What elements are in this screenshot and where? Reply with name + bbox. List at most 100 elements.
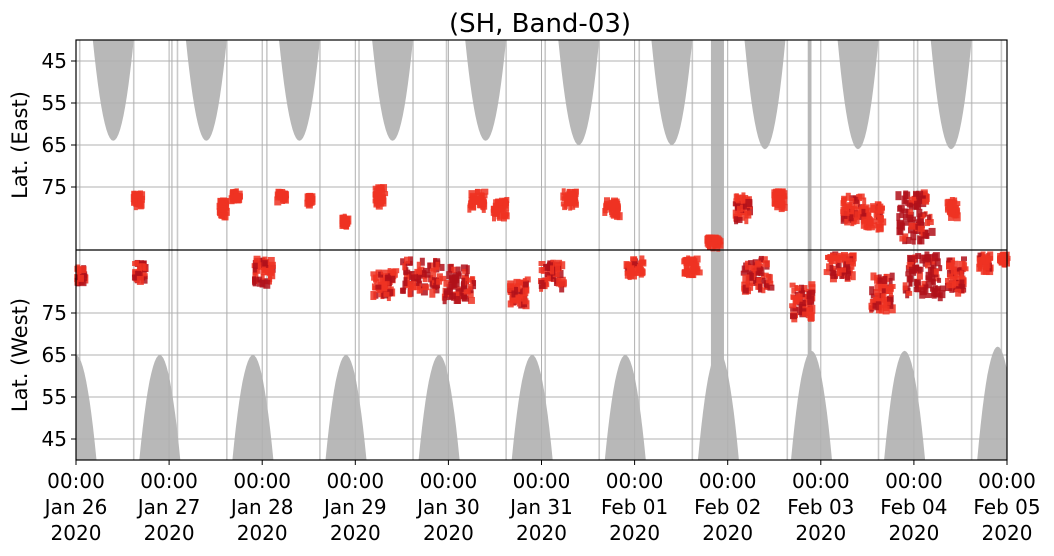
- ytick-east-0: 45: [42, 49, 67, 73]
- event-cell: [799, 299, 807, 308]
- xtick-label-10-date: Feb 05: [973, 495, 1040, 519]
- event-cell: [453, 291, 460, 301]
- event-cell: [889, 284, 894, 293]
- event-cell: [478, 197, 486, 207]
- event-cell: [400, 258, 406, 266]
- event-cell: [217, 210, 224, 217]
- event-cell: [908, 209, 914, 218]
- event-cell: [718, 241, 724, 249]
- event-cell: [572, 200, 579, 207]
- event-cell: [555, 259, 563, 266]
- event-cell: [433, 282, 438, 290]
- event-cell: [854, 211, 859, 221]
- event-cell: [709, 241, 716, 247]
- event-cell: [637, 260, 645, 266]
- ytick-east-2: 65: [42, 133, 67, 157]
- event-cell: [917, 235, 923, 245]
- event-cell: [79, 266, 87, 274]
- event-cell: [958, 260, 966, 270]
- event-blob-3: [216, 197, 230, 221]
- event-cell: [492, 202, 499, 209]
- xtick-label-5-year: 2020: [516, 521, 567, 545]
- event-cell: [254, 269, 259, 278]
- event-cell: [767, 284, 775, 291]
- event-cell: [339, 214, 344, 224]
- event-cell: [901, 208, 909, 214]
- xtick-label-7-time: 00:00: [699, 469, 757, 493]
- event-cell: [872, 219, 878, 225]
- event-cell: [602, 207, 608, 216]
- event-cell: [953, 205, 959, 213]
- event-cell: [308, 194, 315, 202]
- y-axis-label-east: Lat. (East): [8, 91, 32, 199]
- event-blob-18: [602, 197, 623, 221]
- event-cell: [831, 265, 836, 273]
- event-cell: [977, 252, 982, 258]
- event-cell: [912, 264, 920, 271]
- event-cell: [946, 262, 954, 270]
- xtick-label-0-date: Jan 26: [43, 495, 108, 519]
- event-cell: [610, 206, 616, 212]
- event-cell: [742, 274, 750, 284]
- event-cell: [409, 281, 417, 291]
- event-cell: [850, 271, 856, 281]
- event-cell: [960, 284, 966, 290]
- event-cell: [902, 213, 908, 221]
- event-cell: [790, 306, 798, 312]
- event-cell: [218, 213, 224, 219]
- event-cell: [947, 273, 954, 280]
- event-blob-7: [304, 192, 316, 209]
- event-cell: [841, 267, 847, 273]
- event-cell: [553, 277, 558, 286]
- event-cell: [562, 204, 568, 211]
- event-cell: [471, 280, 476, 287]
- event-cell: [612, 212, 618, 218]
- event-cell: [920, 213, 926, 219]
- event-cell: [897, 205, 903, 212]
- event-cell: [761, 256, 768, 264]
- event-cell: [946, 269, 954, 277]
- event-cell: [856, 207, 864, 215]
- event-cell: [559, 284, 565, 293]
- event-blob-25: [789, 281, 816, 323]
- event-cell: [455, 266, 461, 275]
- event-cell: [384, 275, 391, 282]
- event-cell: [740, 270, 748, 276]
- event-cell: [877, 202, 882, 209]
- event-blob-5: [251, 255, 276, 289]
- event-cell: [938, 265, 943, 272]
- event-blob-15: [507, 276, 531, 310]
- event-cell: [913, 278, 920, 286]
- event-cell: [516, 301, 524, 307]
- event-cell: [889, 272, 895, 281]
- xtick-label-5-time: 00:00: [513, 469, 571, 493]
- event-cell: [923, 284, 929, 294]
- event-cell: [919, 287, 927, 296]
- event-cell: [217, 203, 223, 213]
- event-cell: [380, 188, 386, 198]
- event-cell: [896, 213, 901, 222]
- event-cell: [912, 190, 919, 197]
- event-cell: [845, 258, 853, 265]
- event-cell: [845, 266, 851, 275]
- event-cell: [777, 189, 784, 196]
- event-cell: [734, 193, 739, 203]
- event-cell: [907, 227, 915, 234]
- event-cell: [481, 188, 489, 195]
- event-cell: [771, 191, 777, 201]
- event-cell: [511, 290, 516, 298]
- event-cell: [690, 267, 696, 274]
- daylight-lobe-west-5: [511, 355, 553, 460]
- event-cell: [934, 258, 941, 267]
- event-cell: [791, 287, 797, 294]
- event-cell: [407, 288, 412, 298]
- event-cell: [954, 271, 962, 278]
- xtick-label-10-year: 2020: [982, 521, 1033, 545]
- daylight-lobe-east-9: [930, 40, 972, 150]
- event-cell: [552, 271, 560, 278]
- event-cell: [845, 203, 852, 209]
- event-cell: [447, 264, 454, 273]
- event-cell: [878, 282, 886, 290]
- event-cell: [980, 256, 986, 262]
- event-cell: [507, 300, 514, 308]
